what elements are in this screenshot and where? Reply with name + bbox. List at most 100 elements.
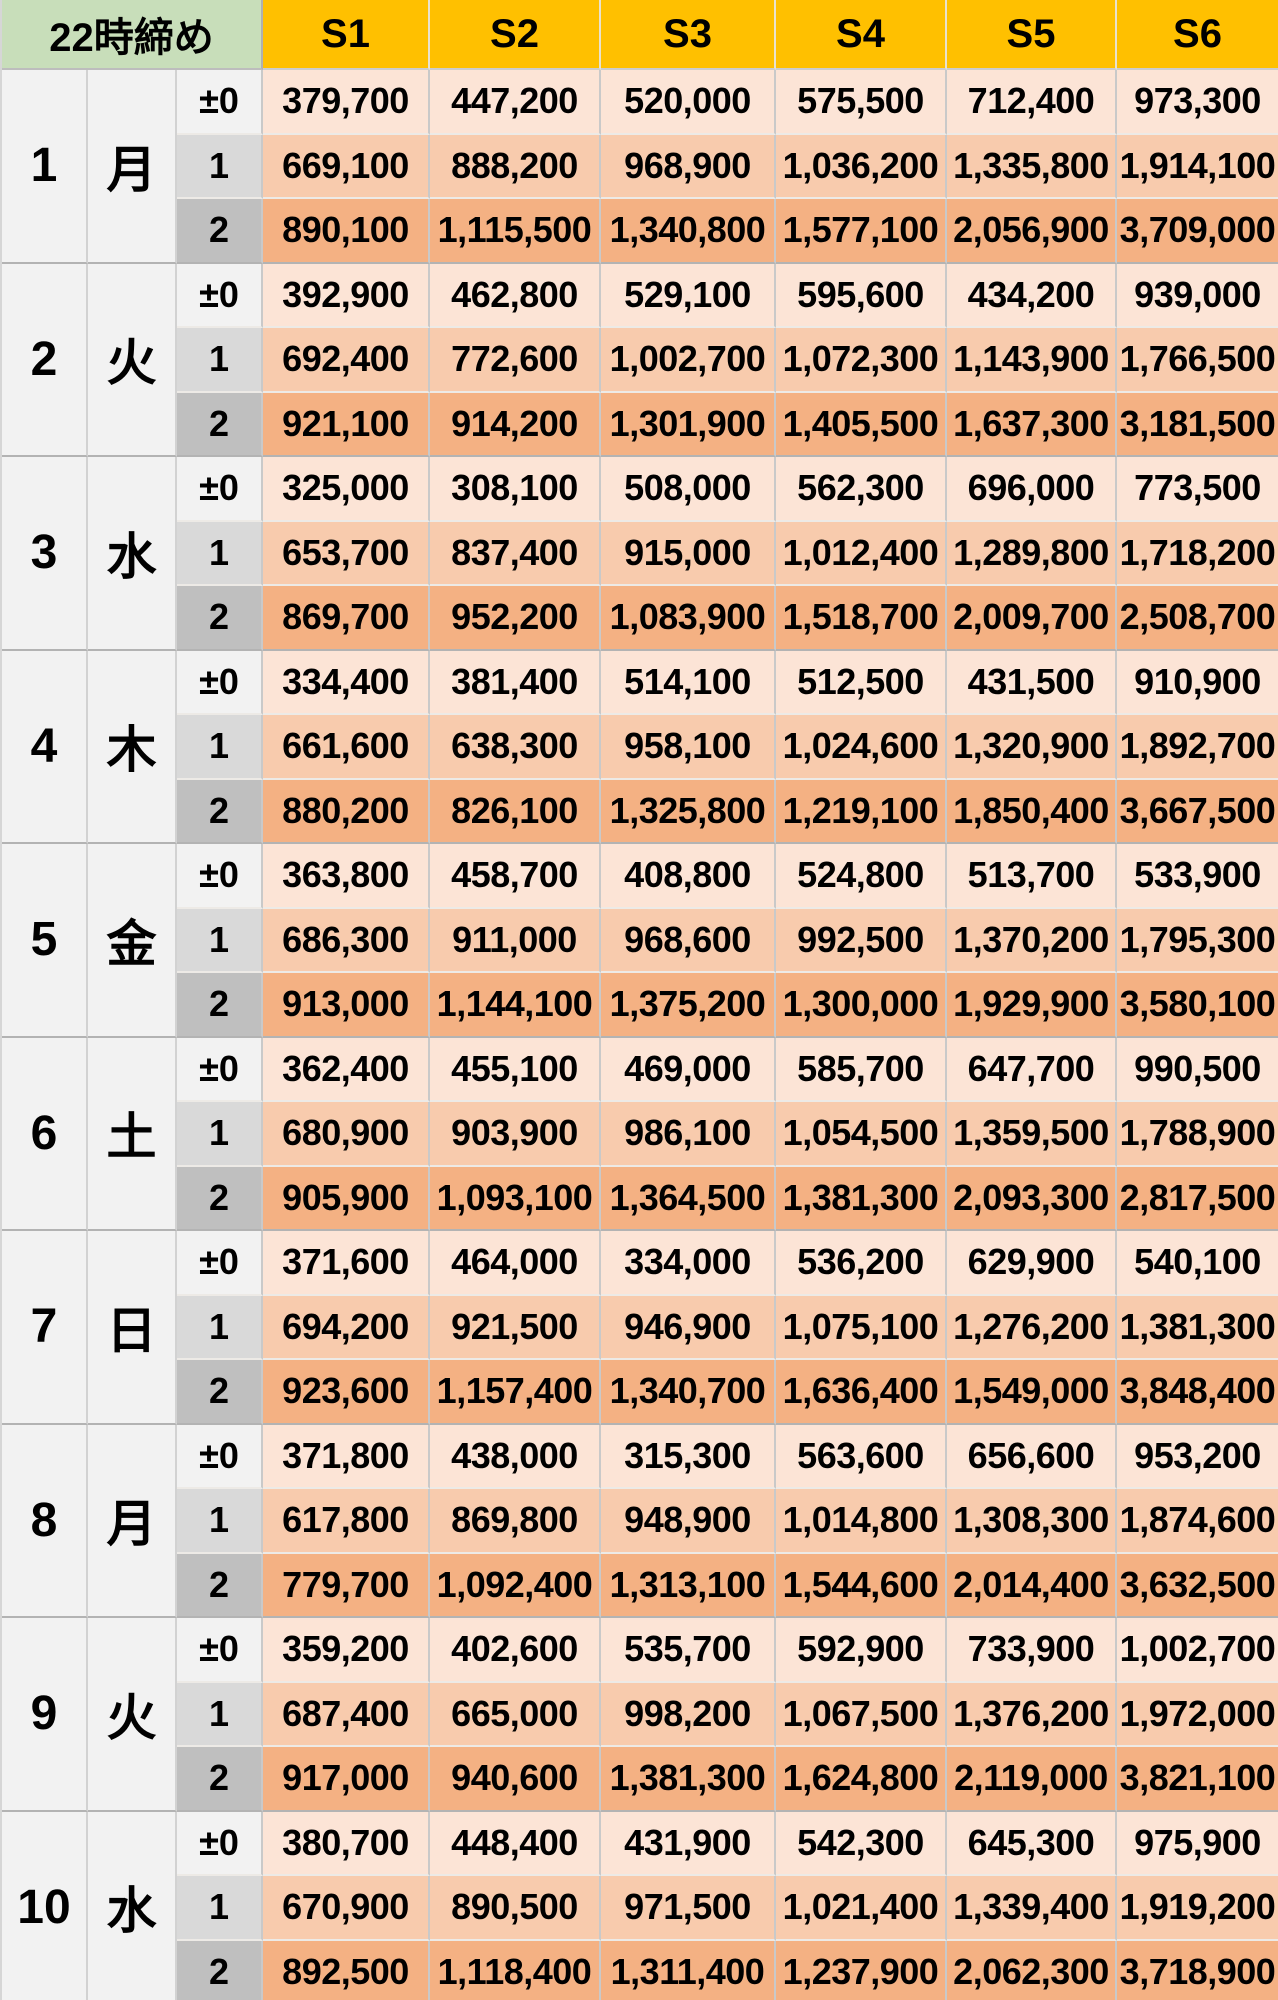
day-number-cell[interactable]: 8 bbox=[2, 1424, 88, 1618]
value-cell[interactable]: 464,000 bbox=[430, 1231, 601, 1296]
value-cell[interactable]: 447,200 bbox=[430, 70, 601, 135]
value-cell[interactable]: 2,056,900 bbox=[947, 199, 1117, 264]
value-cell[interactable]: 973,300 bbox=[1117, 70, 1278, 135]
value-cell[interactable]: 402,600 bbox=[430, 1618, 601, 1683]
value-cell[interactable]: 913,000 bbox=[263, 973, 430, 1038]
value-cell[interactable]: 524,800 bbox=[776, 844, 947, 909]
value-cell[interactable]: 3,632,500 bbox=[1117, 1553, 1278, 1618]
value-cell[interactable]: 923,600 bbox=[263, 1360, 430, 1425]
value-cell[interactable]: 1,972,000 bbox=[1117, 1682, 1278, 1747]
value-cell[interactable]: 3,821,100 bbox=[1117, 1747, 1278, 1812]
value-cell[interactable]: 1,381,300 bbox=[776, 1166, 947, 1231]
value-cell[interactable]: 1,219,100 bbox=[776, 779, 947, 844]
value-cell[interactable]: 915,000 bbox=[601, 521, 776, 586]
value-cell[interactable]: 431,500 bbox=[947, 650, 1117, 715]
value-cell[interactable]: 380,700 bbox=[263, 1811, 430, 1876]
day-number-cell[interactable]: 1 bbox=[2, 70, 88, 264]
column-header-s4[interactable]: S4 bbox=[776, 0, 947, 70]
value-cell[interactable]: 656,600 bbox=[947, 1424, 1117, 1489]
day-number-cell[interactable]: 6 bbox=[2, 1037, 88, 1231]
value-cell[interactable]: 2,817,500 bbox=[1117, 1166, 1278, 1231]
value-cell[interactable]: 1,072,300 bbox=[776, 328, 947, 393]
value-cell[interactable]: 958,100 bbox=[601, 715, 776, 780]
value-cell[interactable]: 712,400 bbox=[947, 70, 1117, 135]
value-cell[interactable]: 1,002,700 bbox=[1117, 1618, 1278, 1683]
day-number-cell[interactable]: 9 bbox=[2, 1618, 88, 1812]
value-cell[interactable]: 379,700 bbox=[263, 70, 430, 135]
offset-label-cell[interactable]: ±0 bbox=[177, 1618, 263, 1683]
value-cell[interactable]: 455,100 bbox=[430, 1037, 601, 1102]
value-cell[interactable]: 540,100 bbox=[1117, 1231, 1278, 1296]
offset-label-cell[interactable]: ±0 bbox=[177, 263, 263, 328]
value-cell[interactable]: 1,405,500 bbox=[776, 392, 947, 457]
offset-label-cell[interactable]: 1 bbox=[177, 908, 263, 973]
weekday-cell[interactable]: 土 bbox=[88, 1037, 177, 1231]
value-cell[interactable]: 953,200 bbox=[1117, 1424, 1278, 1489]
offset-label-cell[interactable]: ±0 bbox=[177, 650, 263, 715]
value-cell[interactable]: 3,709,000 bbox=[1117, 199, 1278, 264]
value-cell[interactable]: 1,320,900 bbox=[947, 715, 1117, 780]
value-cell[interactable]: 563,600 bbox=[776, 1424, 947, 1489]
value-cell[interactable]: 371,600 bbox=[263, 1231, 430, 1296]
value-cell[interactable]: 1,325,800 bbox=[601, 779, 776, 844]
value-cell[interactable]: 1,092,400 bbox=[430, 1553, 601, 1618]
value-cell[interactable]: 1,340,700 bbox=[601, 1360, 776, 1425]
weekday-cell[interactable]: 金 bbox=[88, 844, 177, 1038]
offset-label-cell[interactable]: 1 bbox=[177, 1682, 263, 1747]
value-cell[interactable]: 1,914,100 bbox=[1117, 134, 1278, 199]
value-cell[interactable]: 520,000 bbox=[601, 70, 776, 135]
value-cell[interactable]: 462,800 bbox=[430, 263, 601, 328]
value-cell[interactable]: 1,919,200 bbox=[1117, 1876, 1278, 1941]
value-cell[interactable]: 1,381,300 bbox=[601, 1747, 776, 1812]
weekday-cell[interactable]: 月 bbox=[88, 70, 177, 264]
offset-label-cell[interactable]: ±0 bbox=[177, 1424, 263, 1489]
value-cell[interactable]: 1,311,400 bbox=[601, 1940, 776, 2000]
column-header-s3[interactable]: S3 bbox=[601, 0, 776, 70]
value-cell[interactable]: 431,900 bbox=[601, 1811, 776, 1876]
value-cell[interactable]: 629,900 bbox=[947, 1231, 1117, 1296]
value-cell[interactable]: 1,301,900 bbox=[601, 392, 776, 457]
value-cell[interactable]: 575,500 bbox=[776, 70, 947, 135]
value-cell[interactable]: 1,577,100 bbox=[776, 199, 947, 264]
value-cell[interactable]: 1,054,500 bbox=[776, 1102, 947, 1167]
value-cell[interactable]: 917,000 bbox=[263, 1747, 430, 1812]
value-cell[interactable]: 733,900 bbox=[947, 1618, 1117, 1683]
value-cell[interactable]: 986,100 bbox=[601, 1102, 776, 1167]
offset-label-cell[interactable]: 2 bbox=[177, 1553, 263, 1618]
value-cell[interactable]: 772,600 bbox=[430, 328, 601, 393]
value-cell[interactable]: 2,062,300 bbox=[947, 1940, 1117, 2000]
value-cell[interactable]: 1,518,700 bbox=[776, 586, 947, 651]
value-cell[interactable]: 512,500 bbox=[776, 650, 947, 715]
value-cell[interactable]: 1,339,400 bbox=[947, 1876, 1117, 1941]
offset-label-cell[interactable]: 2 bbox=[177, 1940, 263, 2000]
value-cell[interactable]: 910,900 bbox=[1117, 650, 1278, 715]
value-cell[interactable]: 992,500 bbox=[776, 908, 947, 973]
value-cell[interactable]: 1,300,000 bbox=[776, 973, 947, 1038]
value-cell[interactable]: 533,900 bbox=[1117, 844, 1278, 909]
day-number-cell[interactable]: 7 bbox=[2, 1231, 88, 1425]
offset-label-cell[interactable]: ±0 bbox=[177, 70, 263, 135]
value-cell[interactable]: 1,636,400 bbox=[776, 1360, 947, 1425]
value-cell[interactable]: 595,600 bbox=[776, 263, 947, 328]
value-cell[interactable]: 1,892,700 bbox=[1117, 715, 1278, 780]
value-cell[interactable]: 914,200 bbox=[430, 392, 601, 457]
value-cell[interactable]: 1,289,800 bbox=[947, 521, 1117, 586]
value-cell[interactable]: 2,119,000 bbox=[947, 1747, 1117, 1812]
value-cell[interactable]: 3,718,900 bbox=[1117, 1940, 1278, 2000]
value-cell[interactable]: 975,900 bbox=[1117, 1811, 1278, 1876]
value-cell[interactable]: 362,400 bbox=[263, 1037, 430, 1102]
value-cell[interactable]: 1,544,600 bbox=[776, 1553, 947, 1618]
value-cell[interactable]: 1,375,200 bbox=[601, 973, 776, 1038]
value-cell[interactable]: 869,700 bbox=[263, 586, 430, 651]
value-cell[interactable]: 308,100 bbox=[430, 457, 601, 522]
column-header-s2[interactable]: S2 bbox=[430, 0, 601, 70]
value-cell[interactable]: 562,300 bbox=[776, 457, 947, 522]
value-cell[interactable]: 1,637,300 bbox=[947, 392, 1117, 457]
value-cell[interactable]: 3,848,400 bbox=[1117, 1360, 1278, 1425]
offset-label-cell[interactable]: 2 bbox=[177, 1747, 263, 1812]
weekday-cell[interactable]: 火 bbox=[88, 1618, 177, 1812]
value-cell[interactable]: 1,115,500 bbox=[430, 199, 601, 264]
value-cell[interactable]: 939,000 bbox=[1117, 263, 1278, 328]
value-cell[interactable]: 2,093,300 bbox=[947, 1166, 1117, 1231]
value-cell[interactable]: 670,900 bbox=[263, 1876, 430, 1941]
